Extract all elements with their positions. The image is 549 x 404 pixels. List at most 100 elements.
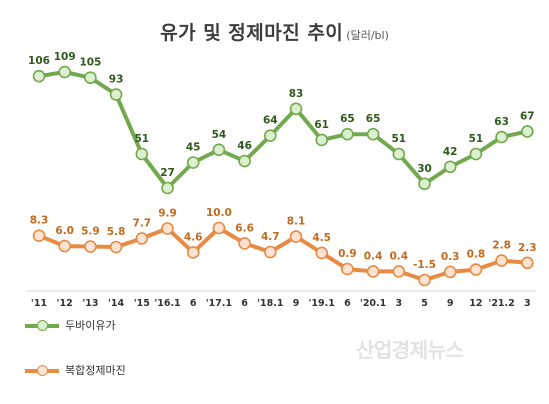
data-label: 45 <box>186 142 201 154</box>
chart-title: 유가 및 정제마진 추이 (달러/bl) <box>0 18 549 45</box>
chart-title-text: 유가 및 정제마진 추이 <box>160 22 344 44</box>
x-tick-label: '12 <box>57 298 73 309</box>
data-point <box>392 147 406 161</box>
data-label: 9.9 <box>158 208 177 220</box>
data-point <box>520 125 534 138</box>
x-tick-label: '16.1 <box>154 298 180 309</box>
x-tick-label: 3 <box>395 298 402 309</box>
data-label: 65 <box>340 113 355 125</box>
data-label: 30 <box>417 163 432 175</box>
x-tick-label: '18.1 <box>257 298 283 309</box>
data-point <box>135 147 149 161</box>
x-tick-label: '15 <box>134 298 150 309</box>
data-point <box>341 262 354 276</box>
data-label: 46 <box>237 140 252 152</box>
data-label: 2.3 <box>518 242 537 254</box>
data-label: 0.4 <box>364 250 383 262</box>
data-point <box>109 88 123 101</box>
data-label: 61 <box>314 119 329 131</box>
data-point <box>58 65 71 79</box>
data-label: 65 <box>366 113 381 125</box>
data-label: 6.6 <box>235 222 254 234</box>
data-point <box>443 160 457 174</box>
data-label: 10.0 <box>206 207 232 219</box>
data-label: 0.4 <box>389 250 408 262</box>
data-point <box>32 229 46 242</box>
data-point <box>186 156 200 169</box>
legend-marker-dubai <box>37 320 48 331</box>
x-tick-label: 3 <box>524 298 531 309</box>
data-point <box>366 265 380 278</box>
data-point <box>469 263 483 276</box>
legend-label-dubai: 두바이유가 <box>65 319 116 332</box>
data-label: 54 <box>212 129 227 141</box>
data-point <box>263 245 277 259</box>
data-point <box>366 127 380 141</box>
x-tick-label: '11 <box>31 298 47 309</box>
data-point <box>238 154 251 168</box>
data-point <box>495 130 508 144</box>
x-tick-label: '21.2 <box>488 298 514 309</box>
data-point <box>495 254 508 267</box>
data-point <box>263 129 277 142</box>
data-label: 51 <box>391 133 406 145</box>
data-label: 83 <box>289 88 304 100</box>
x-tick-label: '13 <box>82 298 98 309</box>
data-point <box>186 246 200 259</box>
data-point <box>469 147 483 161</box>
data-label: 6.0 <box>55 225 74 237</box>
data-point <box>238 237 251 250</box>
data-point <box>32 69 46 83</box>
data-point <box>443 265 457 279</box>
data-label: 4.6 <box>184 231 203 243</box>
x-tick-label: '14 <box>108 298 125 309</box>
data-label: 51 <box>134 133 149 145</box>
data-point <box>418 273 431 287</box>
data-label: 109 <box>54 51 76 63</box>
data-label: 27 <box>160 167 175 179</box>
data-label: 64 <box>263 115 278 127</box>
data-label: 106 <box>28 55 50 67</box>
x-tick-label: 6 <box>190 298 197 309</box>
x-tick-label: 6 <box>241 298 248 309</box>
watermark-logo: 산업경제뉴스 <box>356 338 464 362</box>
data-label: 7.7 <box>132 217 151 229</box>
x-tick-label: 5 <box>421 298 428 309</box>
data-label: 63 <box>494 116 509 128</box>
data-point <box>58 239 71 253</box>
data-label: 0.8 <box>467 249 486 261</box>
data-point <box>135 232 149 245</box>
data-label: 93 <box>109 74 124 86</box>
x-tick-label: 9 <box>447 298 454 309</box>
data-point <box>212 221 226 235</box>
x-tick-label: '17.1 <box>206 298 232 309</box>
data-label: 0.9 <box>338 248 357 260</box>
legend-marker-margin <box>37 365 48 376</box>
data-label: 5.8 <box>107 226 126 238</box>
data-point <box>84 71 97 84</box>
x-tick-label: 9 <box>293 298 300 309</box>
legend-label-margin: 복합정제마진 <box>65 364 126 377</box>
x-tick-label: '19.1 <box>309 298 335 309</box>
data-point <box>520 256 534 270</box>
data-point <box>161 181 174 195</box>
x-tick-label: '20.1 <box>360 298 386 309</box>
data-label: 4.7 <box>261 231 280 243</box>
data-point <box>289 102 303 116</box>
data-label: -1.5 <box>413 259 436 271</box>
data-point <box>109 240 123 254</box>
data-point <box>161 222 174 235</box>
data-point <box>315 246 329 260</box>
data-point <box>212 143 226 157</box>
data-label: 5.9 <box>81 226 100 238</box>
data-point <box>84 240 97 253</box>
data-point <box>392 265 406 278</box>
data-label: 51 <box>469 133 484 145</box>
data-label: 4.5 <box>312 232 331 244</box>
data-point <box>315 133 329 147</box>
data-label: 8.3 <box>30 215 49 227</box>
data-label: 105 <box>79 57 101 69</box>
x-tick-label: 12 <box>469 298 482 309</box>
